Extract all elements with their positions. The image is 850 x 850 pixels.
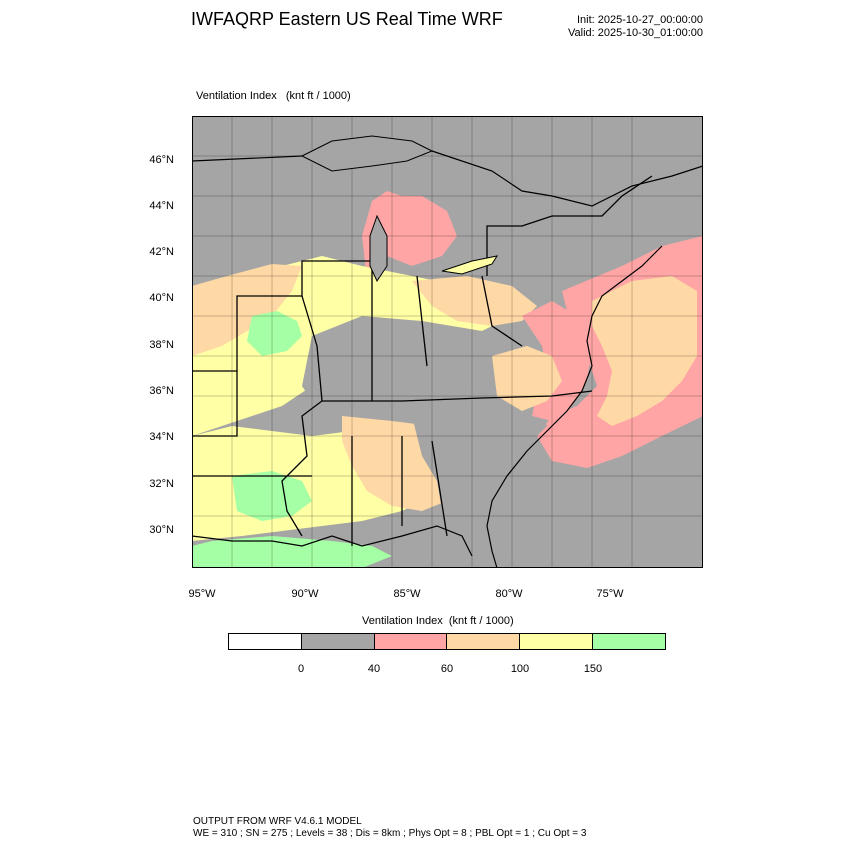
chart-title: IWFAQRP Eastern US Real Time WRF [191,9,503,29]
lon-label: 80°W [495,588,523,600]
virginia-tan [492,346,562,411]
legend-tick: 60 [440,663,454,675]
valid-time: Valid: 2025-10-30_01:00:00 [568,27,703,39]
midwest-tan-band [192,264,302,356]
ohio-tan [412,276,537,326]
map-panel [192,116,703,568]
map-frame [192,116,703,568]
lat-label: 34°N [149,431,174,443]
canada-border [192,150,703,207]
gulf-coastline [192,525,473,557]
missouri-green [247,311,302,356]
lake-michigan [369,214,388,283]
footer-line-1: OUTPUT FROM WRF V4.6.1 MODEL [193,816,362,827]
legend-tick: 100 [510,663,530,675]
lat-label: 40°N [149,292,174,304]
legend-colorbar [228,633,666,650]
lat-label: 46°N [149,154,174,166]
lake-erie [441,255,499,275]
legend-swatch [301,634,375,649]
legend-tick: 0 [297,663,305,675]
legend-title: Ventilation Index (knt ft / 1000) [362,615,514,627]
atlantic-coastline [486,245,663,568]
map-field-label: Ventilation Index (knt ft / 1000) [196,90,351,102]
legend-swatch [447,634,521,649]
legend-tick: 150 [583,663,603,675]
legend-swatch [374,634,448,649]
ohio-valley-gray [302,316,512,416]
lat-label: 42°N [149,246,174,258]
legend-swatch [229,634,302,649]
lat-label: 30°N [149,524,174,536]
lon-label: 90°W [291,588,319,600]
footer-line-2: WE = 310 ; SN = 275 ; Levels = 38 ; Dis … [193,828,587,839]
legend-swatch [520,634,594,649]
legend-swatch [593,634,665,649]
lat-label: 36°N [149,385,174,397]
lat-label: 44°N [149,200,174,212]
lat-label: 38°N [149,339,174,351]
county-grid [192,116,703,568]
lon-label: 75°W [596,588,624,600]
legend-tick: 40 [367,663,381,675]
lon-label: 95°W [188,588,216,600]
ocean-tan-plume [592,276,697,426]
map-svg [192,116,703,568]
state-borders [192,175,653,546]
init-time: Init: 2025-10-27_00:00:00 [577,14,703,26]
run-info: Init: 2025-10-27_00:00:00 Valid: 2025-10… [568,14,703,40]
lat-label: 32°N [149,478,174,490]
gulf-green [192,536,392,568]
model-footer: OUTPUT FROM WRF V4.6.1 MODEL WE = 310 ; … [193,816,586,840]
lon-label: 85°W [393,588,421,600]
